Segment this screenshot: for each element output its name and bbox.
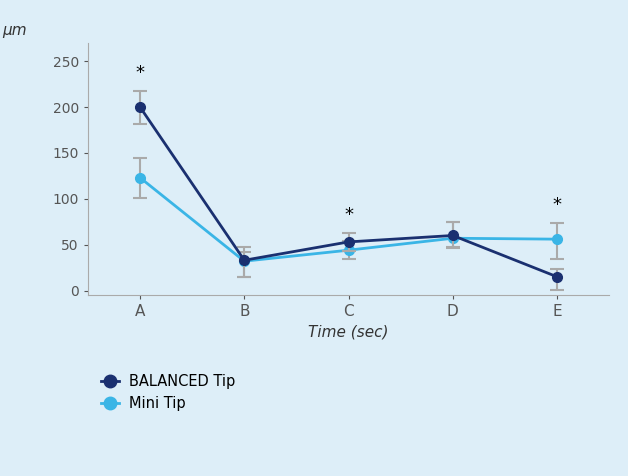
Text: *: *	[344, 207, 353, 225]
Y-axis label: μm: μm	[3, 23, 27, 38]
X-axis label: Time (sec): Time (sec)	[308, 325, 389, 340]
Legend: BALANCED Tip, Mini Tip: BALANCED Tip, Mini Tip	[95, 368, 241, 417]
Text: *: *	[553, 197, 561, 214]
Text: *: *	[136, 64, 144, 82]
